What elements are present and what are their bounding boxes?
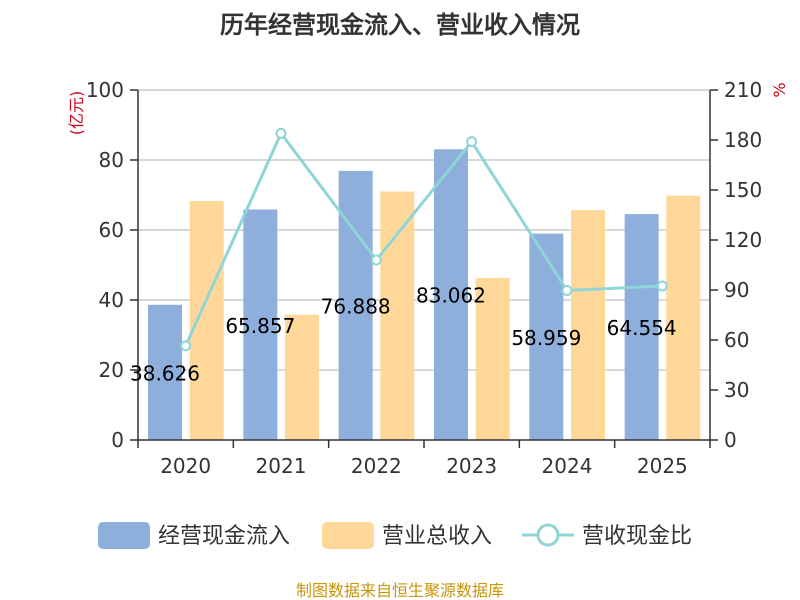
y-left-unit: (亿元): [67, 91, 86, 136]
y-right-tick-30: 30: [724, 378, 749, 402]
line-point-2020: [180, 340, 192, 352]
bar-cash-inflow-2023: [434, 149, 468, 440]
source-note: 制图数据来自恒生聚源数据库: [296, 581, 504, 600]
line-series: [180, 127, 668, 352]
line-point-2024: [561, 285, 573, 296]
x-tick-2021: 2021: [256, 454, 307, 478]
y-left-tick-80: 80: [99, 148, 124, 172]
data-label-2022: 76.888: [321, 294, 391, 318]
y-right-unit: %: [770, 82, 789, 97]
y-right-tick-150: 150: [724, 178, 762, 202]
data-label-2020: 38.626: [130, 361, 200, 385]
line-point-2022: [370, 254, 382, 266]
legend-revenue-swatch: [322, 522, 374, 549]
y-left-tick-0: 0: [111, 428, 124, 452]
legend: 经营现金流入 营业总收入 营收现金比: [98, 522, 692, 549]
data-label-2024: 58.959: [511, 326, 581, 350]
grid-lines: [138, 89, 710, 371]
bar-revenue-2023: [475, 277, 510, 440]
bar-revenue-2020: [189, 200, 224, 440]
x-tick-2022: 2022: [351, 454, 402, 478]
y-left-tick-100: 100: [86, 78, 124, 102]
bar-cash-inflow-2025: [624, 214, 659, 440]
line-point-2023: [466, 136, 478, 148]
line-point-2021: [275, 127, 287, 139]
axes: 0 20 40 60 80 100 0 30 60 90 120 150 180 210 2020 2021 2…: [67, 78, 789, 478]
chart-title: 历年经营现金流入、营业收入情况: [220, 11, 580, 39]
data-labels: 38.626 65.857 76.888 83.062 58.959 64.554: [130, 284, 677, 386]
bar-revenue-2024: [571, 210, 605, 440]
y-right-tick-120: 120: [724, 228, 762, 252]
y-right-tick-60: 60: [724, 328, 749, 352]
y-right-tick-90: 90: [724, 278, 749, 302]
legend-cash-ratio-label: 营收现金比: [582, 524, 692, 549]
bar-revenue-2025: [666, 195, 701, 440]
bar-revenue-2021: [285, 314, 319, 440]
x-tick-2020: 2020: [160, 454, 211, 478]
legend-cash-inflow-label: 经营现金流入: [158, 524, 290, 549]
y-left-tick-60: 60: [99, 218, 124, 242]
y-left-tick-20: 20: [99, 358, 124, 382]
data-label-2023: 83.062: [416, 284, 486, 308]
legend-cash-inflow-swatch: [98, 522, 150, 549]
y-right-tick-0: 0: [724, 428, 737, 452]
x-tick-2023: 2023: [446, 454, 497, 478]
line-cash-ratio: [184, 130, 663, 347]
legend-revenue-label: 营业总收入: [382, 524, 492, 549]
line-point-2025: [656, 280, 668, 292]
x-tick-2024: 2024: [542, 454, 593, 478]
y-right-tick-180: 180: [724, 128, 762, 152]
y-right-tick-210: 210: [724, 78, 762, 102]
data-label-2025: 64.554: [607, 316, 677, 340]
legend-cash-ratio-swatch-marker: [536, 523, 560, 547]
y-left-tick-40: 40: [99, 288, 124, 312]
data-label-2021: 65.857: [225, 314, 295, 338]
bar-cash-inflow-2024: [529, 233, 564, 440]
x-tick-2025: 2025: [637, 454, 688, 478]
bar-cash-inflow-2020: [148, 304, 182, 440]
bar-cash-inflow-2021: [243, 209, 278, 440]
